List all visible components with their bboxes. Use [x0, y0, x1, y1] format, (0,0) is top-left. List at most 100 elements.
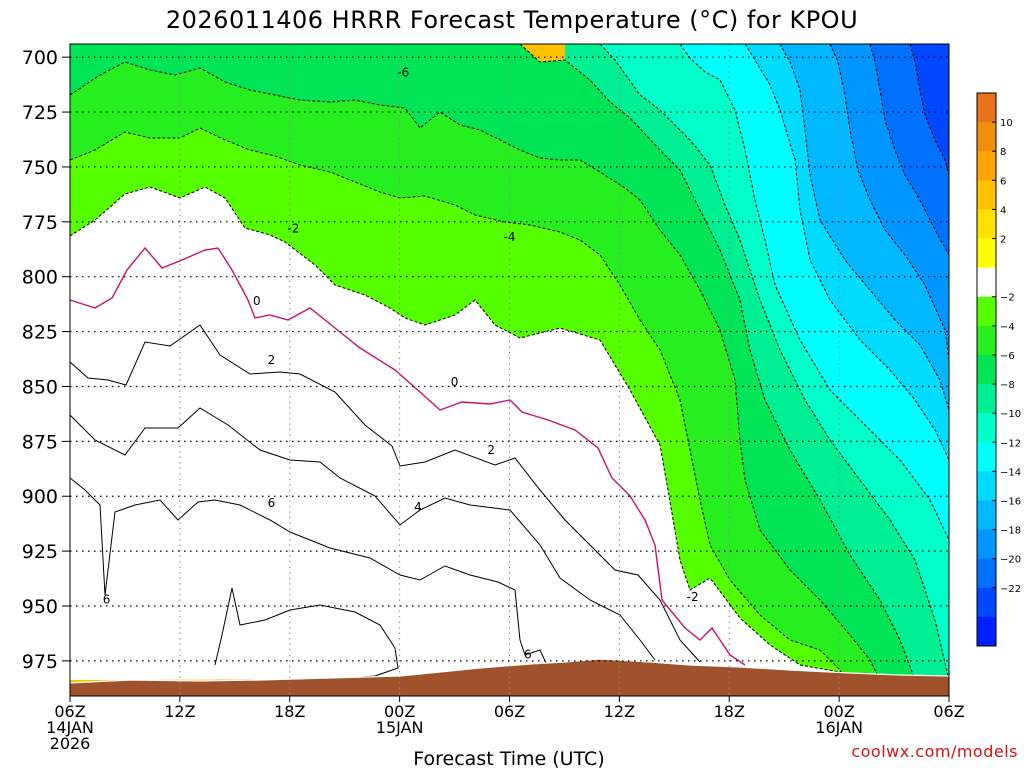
band-minus18-minus16 — [780, 44, 949, 410]
x-tick-label: 06Z — [54, 702, 85, 721]
band-minus16-minus14 — [745, 44, 949, 460]
contour-label: 6 — [268, 496, 276, 510]
colorbar-swatch — [977, 238, 996, 269]
colorbar-label: −22 — [1000, 584, 1021, 595]
colorbar-swatch — [977, 354, 996, 385]
y-tick-label: 700 — [22, 47, 58, 69]
band-minus8-minus6 — [70, 44, 915, 680]
colorbar-swatch — [977, 384, 996, 414]
colorbar-swatch — [977, 529, 996, 560]
y-tick-label: 850 — [22, 376, 58, 398]
x-tick-label: 06Z — [933, 702, 964, 721]
band-minus2-0 — [70, 187, 860, 680]
band-minus10-minus8 — [565, 44, 949, 680]
contour-label: 2 — [487, 443, 495, 457]
contour-minus12c — [679, 43, 950, 541]
contour-minus18c — [829, 43, 950, 361]
x-tick-label: 00Z — [823, 702, 854, 721]
x-tick-label: 2026 — [50, 734, 91, 753]
terrain-edge — [69, 658, 950, 684]
band-below-minus22 — [910, 44, 949, 175]
credit-text: coolwx.com/models — [851, 742, 1018, 761]
contour-minus4c — [69, 127, 846, 681]
colorbar-label: 4 — [1000, 205, 1006, 216]
contour-minus16c — [779, 43, 950, 411]
colorbar-swatch — [977, 93, 996, 123]
x-tick-label: 18Z — [714, 702, 745, 721]
x-tick-label: 16JAN — [815, 718, 863, 737]
contour-label: 6 — [103, 592, 111, 606]
contour-6c — [69, 477, 547, 664]
colorbar-label: −18 — [1000, 526, 1021, 537]
colorbar-label: 10 — [1000, 118, 1013, 129]
band-minus4-minus2 — [70, 128, 860, 680]
contour-label: 0 — [253, 294, 261, 308]
y-tick-label: 925 — [22, 541, 58, 563]
colorbar-swatch — [977, 209, 996, 239]
colorbar-swatch — [977, 122, 996, 152]
y-tick-label: 900 — [22, 486, 58, 508]
contour-4c — [69, 407, 656, 661]
colorbar-swatch — [977, 500, 996, 530]
contour-minus8c — [519, 43, 916, 681]
colorbar-swatch — [977, 587, 996, 618]
y-tick-label: 825 — [22, 322, 58, 344]
grid-lines — [70, 44, 949, 696]
contour-minus20c — [869, 43, 950, 256]
colorbar-swatch — [977, 471, 996, 501]
colorbar-label: −8 — [1000, 380, 1015, 391]
colorbar-label: −20 — [1000, 555, 1021, 566]
colorbar: 10 8 6 4 2 −2 −4 −6 −8 −10 −12 −14 −16 −18 −20 −22 — [976, 92, 1021, 647]
y-tick-label: 950 — [22, 596, 58, 618]
band-minus22-minus20 — [870, 44, 949, 255]
plot-area: -6 -2 -4 0 2 0 2 6 4 6 -2 6 — [69, 43, 950, 697]
contour-minus2c — [69, 186, 861, 679]
band-minus20-minus18 — [830, 44, 949, 360]
y-tick-label: 725 — [22, 102, 58, 124]
colorbar-label: 6 — [1000, 176, 1006, 187]
y-axis: 700 725 750 775 800 825 850 875 900 925 950 975 — [22, 47, 70, 673]
y-tick-label: 975 — [22, 651, 58, 673]
y-tick-label: 750 — [22, 157, 58, 179]
contour-0c — [69, 246, 746, 666]
colorbar-label: −16 — [1000, 496, 1021, 507]
band-minus14-minus12 — [680, 44, 949, 540]
x-tick-label: 12Z — [604, 702, 635, 721]
x-tick-label: 14JAN — [46, 718, 94, 737]
colorbar-label: −10 — [1000, 409, 1021, 420]
colorbar-swatch — [977, 296, 996, 327]
x-tick-label: 18Z — [274, 702, 305, 721]
contour-lines — [69, 43, 950, 683]
colorbar-swatch — [977, 180, 996, 210]
colorbar-label: 2 — [1000, 235, 1006, 246]
colorbar-label: −2 — [1000, 293, 1015, 304]
colorbar-swatch — [977, 325, 996, 356]
chart-title: 2026011406 HRRR Forecast Temperature (°C… — [166, 6, 858, 34]
x-tick-label: 12Z — [164, 702, 195, 721]
colorbar-frame — [976, 92, 997, 647]
colorbar-swatch — [977, 616, 996, 647]
contour-2c — [69, 324, 701, 663]
contour-labels: -6 -2 -4 0 2 0 2 6 4 6 -2 6 — [103, 66, 699, 662]
band-minus6-minus4 — [70, 62, 880, 680]
contour-minus10c — [599, 43, 950, 681]
contour-label: 6 — [524, 647, 532, 661]
contour-label: 2 — [268, 353, 276, 367]
contour-label: -2 — [287, 221, 299, 235]
contour-label: 0 — [451, 375, 459, 389]
y-tick-label: 775 — [22, 212, 58, 234]
contour-label: -4 — [504, 230, 516, 244]
colorbar-swatch — [977, 442, 996, 472]
x-tick-label: 00Z — [384, 702, 415, 721]
colorbar-swatch — [977, 558, 996, 589]
contour-minus22c — [909, 43, 950, 176]
colorbar-label: 8 — [1000, 147, 1006, 158]
colorbar-label: −12 — [1000, 438, 1021, 449]
contour-label: 4 — [414, 500, 422, 514]
x-tick-label: 06Z — [494, 702, 525, 721]
contour-label: -6 — [397, 66, 409, 80]
colorbar-label: −14 — [1000, 467, 1021, 478]
colorbar-label: −4 — [1000, 322, 1015, 333]
